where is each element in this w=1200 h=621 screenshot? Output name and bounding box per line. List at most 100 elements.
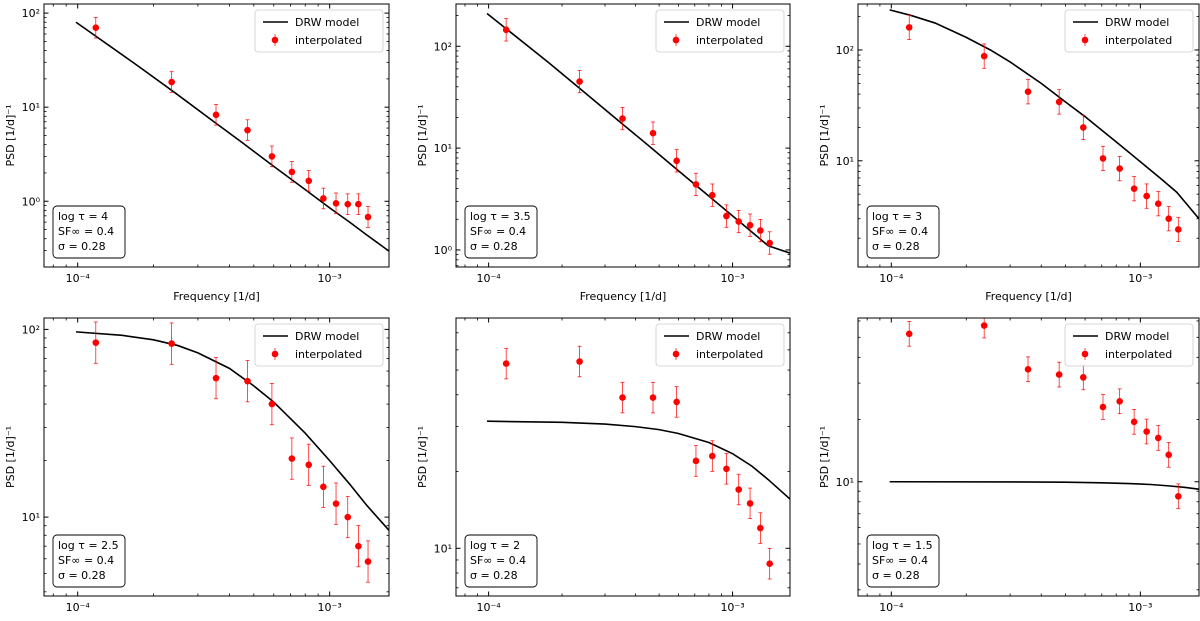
annotation-text: log τ = 1.5 <box>872 539 933 552</box>
x-tick-label: 10⁻⁴ <box>66 272 91 285</box>
data-point <box>673 398 680 406</box>
annotation-text: σ = 0.28 <box>58 569 106 582</box>
annotation-text: σ = 0.28 <box>470 569 518 582</box>
x-tick-label: 10⁻⁴ <box>879 272 904 285</box>
data-point <box>1130 418 1138 426</box>
data-point <box>1130 185 1138 192</box>
y-tick-label: 10⁰ <box>434 244 453 257</box>
data-point <box>355 542 362 550</box>
data-layer <box>889 9 1199 242</box>
y-axis-label: PSD [1/d]⁻¹ <box>818 104 831 166</box>
y-tick-label: 10² <box>836 44 854 57</box>
drw-model-line <box>486 12 790 254</box>
y-tick-label: 10¹ <box>434 542 452 555</box>
x-tick-label: 10⁻³ <box>720 601 744 614</box>
data-point <box>649 394 657 401</box>
y-axis-label: PSD [1/d]⁻¹ <box>4 104 17 166</box>
data-point <box>502 360 510 367</box>
legend-label: DRW model <box>696 16 760 29</box>
y-tick-label: 10¹ <box>22 511 40 524</box>
data-layer <box>75 16 389 252</box>
y-axis-label: PSD [1/d]⁻¹ <box>818 426 831 488</box>
data-point <box>1143 192 1150 200</box>
annotation-text: SF∞ = 0.4 <box>470 225 526 238</box>
data-point <box>723 212 730 220</box>
data-layer <box>75 321 389 583</box>
data-point <box>735 486 743 493</box>
annotation-text: SF∞ = 0.4 <box>58 225 114 238</box>
y-tick-label: 10² <box>22 7 40 20</box>
data-point <box>92 339 100 346</box>
legend-box <box>254 323 384 367</box>
data-layer <box>889 318 1199 510</box>
data-point <box>1116 398 1123 405</box>
data-point <box>692 181 700 188</box>
data-point <box>344 200 352 208</box>
legend-label: DRW model <box>1105 330 1169 343</box>
panel-1: 10⁻⁴ 10⁻³ 10⁰ 10¹ 10² Frequency [1/d] PSD [1/d… <box>4 3 390 303</box>
data-point <box>1116 165 1123 172</box>
data-point <box>364 213 372 221</box>
data-point <box>619 115 626 122</box>
data-point <box>576 78 583 85</box>
data-point <box>212 374 220 382</box>
annotation-text: σ = 0.28 <box>872 569 920 582</box>
legend-box <box>655 323 785 367</box>
data-point <box>708 452 716 460</box>
annotation-text: log τ = 3.5 <box>470 210 531 223</box>
drw-model-line <box>889 480 1199 491</box>
data-point <box>268 400 276 408</box>
data-point <box>757 227 764 234</box>
data-point <box>735 218 743 225</box>
annotation-box <box>52 534 126 588</box>
y-tick-label: 10¹ <box>434 142 452 155</box>
data-point <box>1055 371 1063 378</box>
parameter-annotation: log τ = 2 SF∞ = 0.4 σ = 0.28 <box>464 534 538 588</box>
data-point <box>757 524 764 532</box>
data-point <box>1099 155 1107 162</box>
x-tick-label: 10⁻⁴ <box>879 601 904 614</box>
x-tick-label: 10⁻³ <box>720 272 744 285</box>
data-point <box>1143 428 1150 435</box>
data-point <box>502 26 510 34</box>
x-tick-label: 10⁻⁴ <box>477 601 502 614</box>
data-layer <box>486 12 790 255</box>
data-point <box>746 500 754 507</box>
legend: DRW model interpolated <box>1064 323 1194 367</box>
x-axis-label: Frequency [1/d] <box>173 290 260 303</box>
legend: DRW model interpolated <box>1064 9 1194 53</box>
data-point <box>1174 226 1182 233</box>
data-point <box>320 483 327 491</box>
annotation-text: σ = 0.28 <box>470 240 518 253</box>
legend-label: DRW model <box>696 330 760 343</box>
annotation-text: SF∞ = 0.4 <box>872 225 928 238</box>
y-tick-label: 10⁰ <box>22 195 41 208</box>
data-point <box>980 322 988 329</box>
annotation-text: log τ = 4 <box>58 210 108 223</box>
data-point <box>723 465 730 473</box>
data-point <box>766 239 773 247</box>
data-point <box>1079 374 1087 381</box>
data-point <box>1055 98 1063 106</box>
panel-6: 10⁻⁴ 10⁻³ 10¹ Frequency [1/d] PSD [1/d]⁻¹ DRW… <box>818 317 1200 621</box>
x-tick-label: 10⁻³ <box>318 272 342 285</box>
data-point <box>288 455 296 462</box>
legend-label: interpolated <box>696 34 763 47</box>
drw-model-line <box>487 420 790 500</box>
y-axis-label: PSD [1/d]⁻¹ <box>416 426 429 488</box>
legend-label: interpolated <box>696 348 763 361</box>
x-tick-label: 10⁻⁴ <box>66 601 91 614</box>
plot-frame <box>857 3 1200 268</box>
data-point <box>320 195 327 202</box>
panel-3: 10⁻⁴ 10⁻³ 10¹ 10² Frequency [1/d] PSD [1/d]⁻¹… <box>818 3 1200 303</box>
legend-box <box>655 9 785 53</box>
data-layer <box>487 345 790 580</box>
data-point <box>576 358 583 365</box>
plot-frame <box>455 317 791 597</box>
panel-2: 10⁻⁴ 10⁻³ 10⁰ 10¹ 10² Frequency [1/d] PSD [1/d… <box>416 3 791 303</box>
data-point <box>244 377 251 385</box>
plot-frame <box>455 3 791 268</box>
y-tick-label: 10¹ <box>836 155 854 168</box>
parameter-annotation: log τ = 4 SF∞ = 0.4 σ = 0.28 <box>52 205 126 259</box>
parameter-annotation: log τ = 3.5 SF∞ = 0.4 σ = 0.28 <box>464 205 538 259</box>
